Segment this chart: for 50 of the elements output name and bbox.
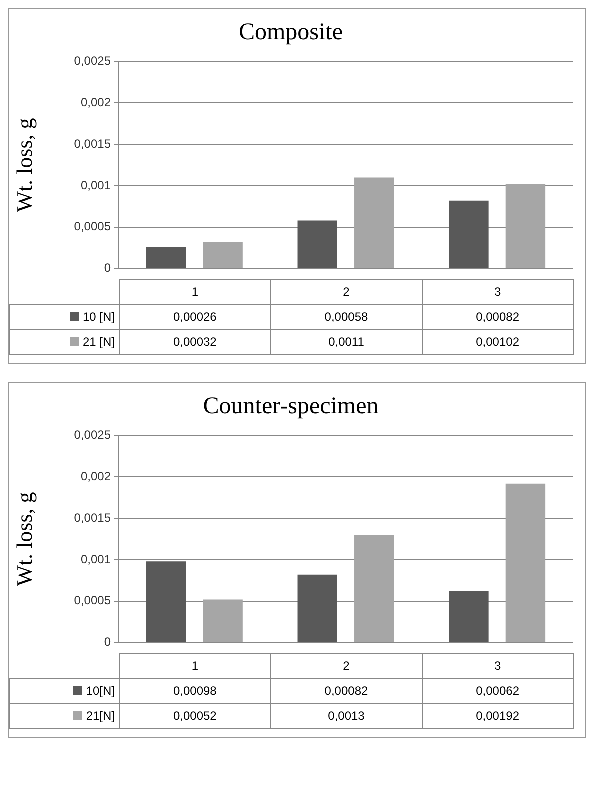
legend-label: 10 [N]	[10, 304, 120, 330]
x-tick-label: 3	[422, 280, 574, 304]
chart-title: Counter-specimen	[203, 394, 379, 420]
x-tick-label: 1	[120, 654, 271, 678]
x-tick-label: 2	[270, 654, 422, 678]
bar	[298, 220, 338, 268]
x-tick-label: 2	[270, 280, 422, 304]
data-label: 0,00026	[120, 304, 271, 330]
bar	[354, 535, 394, 642]
bar	[203, 242, 243, 268]
y-tick-label: 0,001	[80, 552, 112, 566]
bar	[449, 591, 489, 642]
chart-title: Composite	[238, 20, 344, 46]
legend-label: 21 [N]	[10, 330, 120, 354]
y-tick-label: 0,002	[80, 470, 112, 484]
legend-label: 21[N]	[10, 704, 120, 728]
bar	[354, 178, 394, 268]
y-tick-label: 0,0025	[74, 54, 112, 68]
x-tick-label: 3	[422, 654, 574, 678]
data-label: 0,00098	[120, 678, 271, 704]
data-label: 0,00052	[120, 704, 271, 728]
bar	[506, 184, 546, 268]
y-tick-label: 0,0025	[74, 428, 112, 442]
y-tick-label: 0	[104, 635, 112, 650]
data-label: 0,00082	[422, 304, 574, 330]
data-label: 0,0011	[270, 330, 422, 354]
y-axis-title: Wt. loss, g	[12, 492, 37, 586]
data-label: 0,00082	[270, 678, 422, 704]
bar	[506, 484, 546, 642]
data-label: 0,00192	[422, 704, 574, 728]
bar	[146, 562, 186, 642]
y-tick-label: 0	[104, 261, 112, 276]
y-tick-label: 0,0005	[74, 220, 112, 234]
bar	[298, 574, 338, 642]
data-label: 0,00062	[422, 678, 574, 704]
y-tick-label: 0,0015	[74, 136, 112, 151]
y-tick-label: 0,0015	[74, 510, 112, 525]
bar	[203, 600, 243, 642]
bar	[449, 200, 489, 268]
x-tick-label: 1	[120, 280, 271, 304]
legend-label: 10[N]	[10, 678, 120, 704]
data-label: 0,00032	[120, 330, 271, 354]
y-tick-label: 0,002	[80, 96, 112, 110]
bar	[146, 247, 186, 268]
y-tick-label: 0,0005	[74, 594, 112, 608]
data-label: 0,00058	[270, 304, 422, 330]
y-tick-label: 0,001	[80, 178, 112, 192]
data-label: 0,00102	[422, 330, 574, 354]
data-label: 0,0013	[270, 704, 422, 728]
y-axis-title: Wt. loss, g	[12, 118, 37, 212]
